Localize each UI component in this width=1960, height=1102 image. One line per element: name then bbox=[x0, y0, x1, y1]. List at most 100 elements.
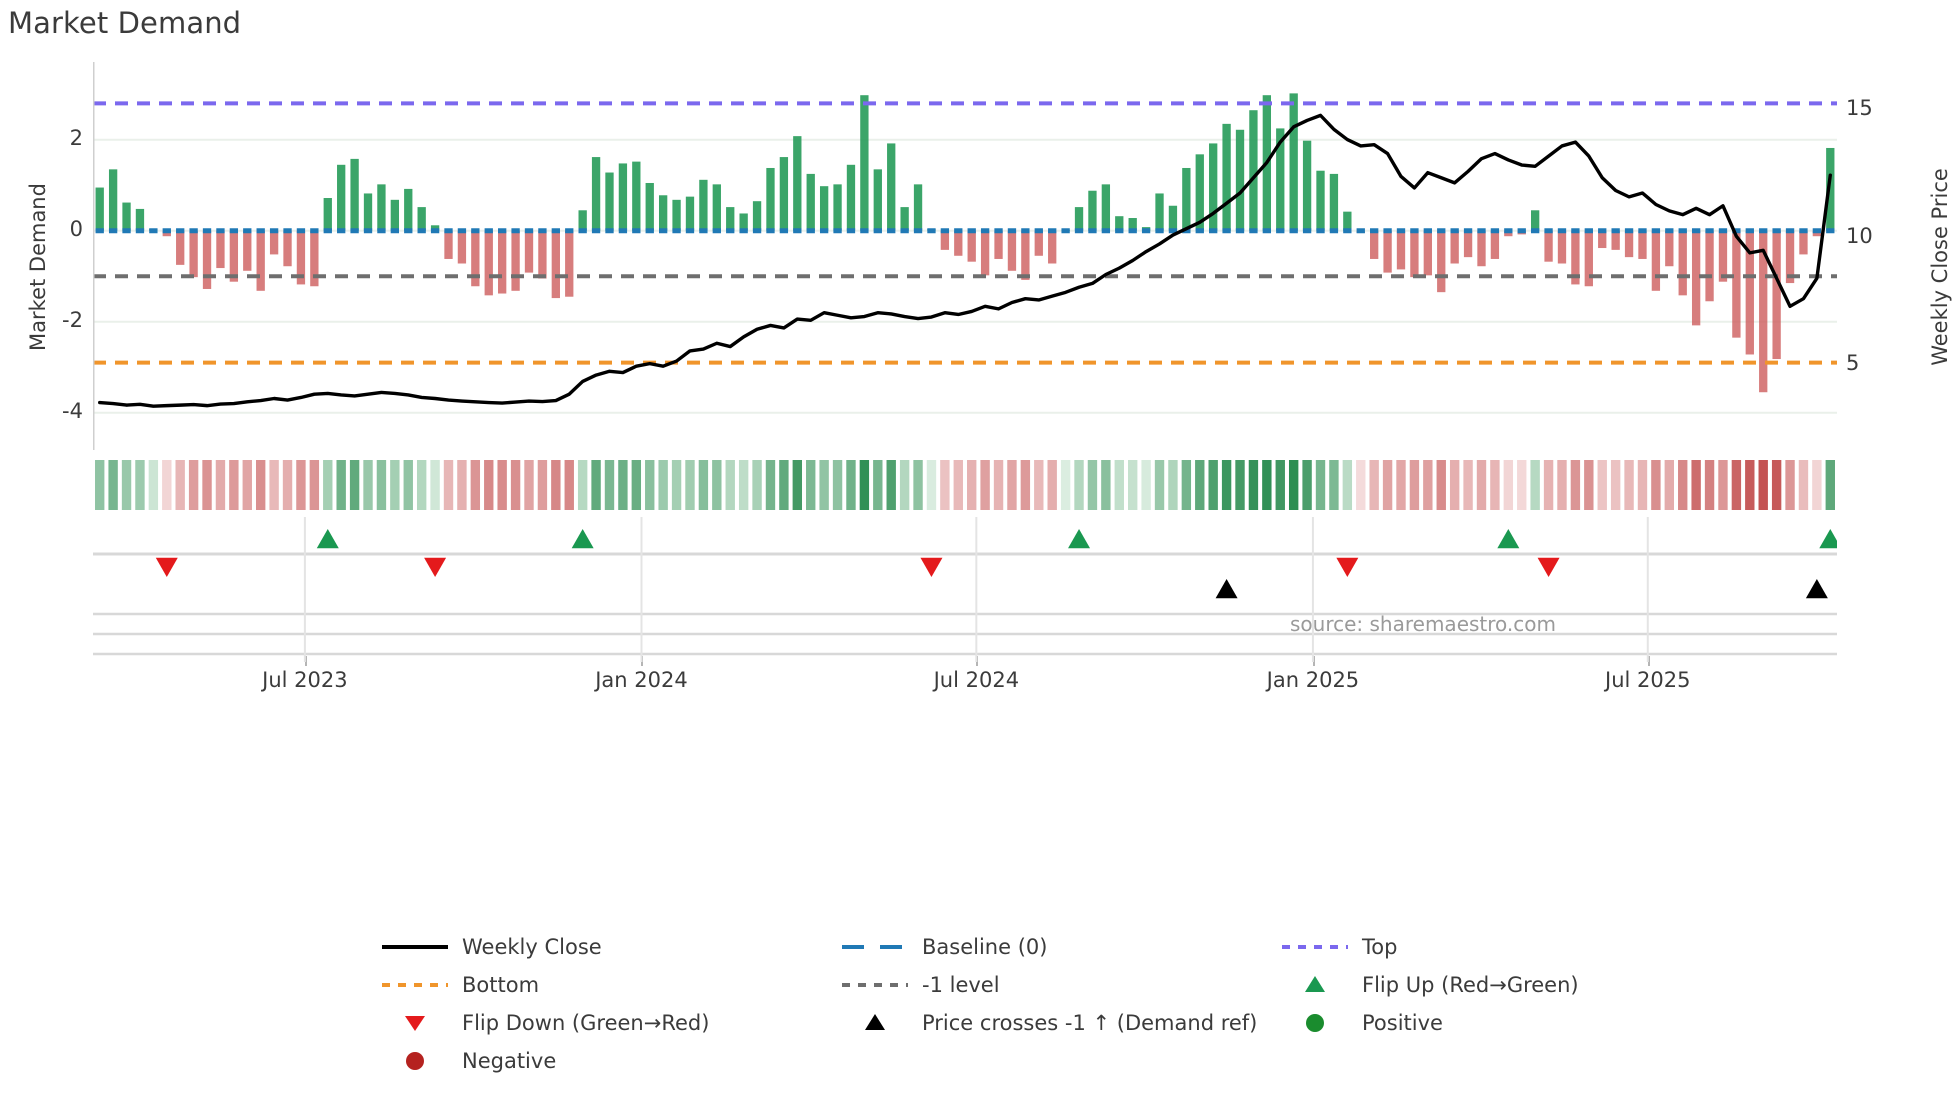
demand-bar bbox=[1168, 205, 1178, 231]
baseline-cap bbox=[1209, 228, 1218, 234]
heatmap-cell bbox=[1798, 460, 1809, 510]
demand-bar bbox=[1611, 230, 1620, 250]
heatmap-cell bbox=[1329, 460, 1339, 510]
legend-baseline[interactable]: Baseline (0) bbox=[840, 928, 1280, 966]
baseline-cap bbox=[632, 228, 641, 234]
baseline-cap bbox=[1504, 228, 1513, 234]
baseline-cap bbox=[940, 228, 950, 234]
heatmap-cell bbox=[1423, 460, 1433, 510]
baseline-cap bbox=[1034, 228, 1043, 234]
heatmap-cell bbox=[416, 460, 427, 510]
legend-flip-down[interactable]: Flip Down (Green→Red) bbox=[380, 1004, 840, 1042]
demand-bar bbox=[712, 184, 721, 231]
y-axis-right-label: Weekly Close Price bbox=[1928, 168, 1952, 366]
baseline-cap bbox=[404, 228, 413, 234]
heatmap-cell bbox=[1382, 460, 1393, 510]
heatmap-cell bbox=[604, 460, 615, 510]
baseline-cap bbox=[1061, 228, 1070, 234]
demand-bar bbox=[229, 230, 239, 282]
baseline-cap bbox=[913, 228, 923, 234]
baseline-cap bbox=[739, 228, 748, 234]
baseline-cap bbox=[1021, 228, 1030, 234]
flip-down-marker bbox=[155, 557, 178, 577]
baseline-cap bbox=[216, 228, 225, 234]
heatmap-cell bbox=[188, 460, 199, 510]
heatmap-cell bbox=[1637, 460, 1648, 510]
baseline-cap bbox=[337, 228, 346, 234]
demand-bar bbox=[176, 230, 185, 265]
demand-bar bbox=[565, 230, 574, 297]
demand-bar bbox=[1584, 230, 1593, 287]
legend-positive[interactable]: Positive bbox=[1280, 1004, 1640, 1042]
demand-bar bbox=[1691, 230, 1701, 326]
legend-minus-one[interactable]: -1 level bbox=[840, 966, 1280, 1004]
baseline-cap bbox=[189, 228, 198, 234]
demand-bar bbox=[1571, 230, 1580, 285]
baseline-cap bbox=[484, 228, 493, 234]
heatmap-cell bbox=[631, 460, 642, 510]
baseline-cap bbox=[1048, 228, 1057, 234]
heatmap-cell bbox=[121, 460, 132, 510]
heatmap-cell bbox=[752, 460, 762, 510]
baseline-cap bbox=[1182, 228, 1191, 234]
legend-flip-up[interactable]: Flip Up (Red→Green) bbox=[1280, 966, 1640, 1004]
baseline-cap bbox=[726, 228, 735, 234]
baseline-cap bbox=[752, 228, 762, 234]
demand-bar bbox=[551, 230, 560, 299]
demand-bar bbox=[806, 173, 815, 231]
demand-bar bbox=[1598, 230, 1607, 249]
legend-negative[interactable]: Negative bbox=[380, 1042, 840, 1080]
heatmap-cell bbox=[1074, 460, 1084, 510]
legend-item-label: Negative bbox=[462, 1049, 557, 1073]
heatmap-cell bbox=[390, 460, 400, 510]
heatmap-cell bbox=[1557, 460, 1567, 510]
heatmap-cell bbox=[712, 460, 722, 510]
baseline-cap bbox=[1598, 228, 1607, 234]
baseline-cap bbox=[417, 228, 426, 234]
baseline-cap bbox=[1343, 228, 1352, 234]
heatmap-cell bbox=[1302, 460, 1312, 510]
demand-bar bbox=[1665, 230, 1674, 267]
demand-bar bbox=[900, 207, 909, 231]
baseline-cap bbox=[1544, 228, 1553, 234]
demand-bar bbox=[1785, 230, 1795, 284]
baseline-cap bbox=[1584, 228, 1593, 234]
demand-bar bbox=[430, 225, 440, 231]
baseline-cap bbox=[793, 228, 802, 234]
baseline-cap bbox=[766, 228, 775, 234]
baseline-cap bbox=[363, 228, 373, 234]
heatmap-cell bbox=[577, 460, 588, 510]
demand-bar bbox=[202, 230, 212, 289]
legend-price-cross[interactable]: Price crosses -1 ↑ (Demand ref) bbox=[840, 1004, 1280, 1042]
legend-weekly-close[interactable]: Weekly Close bbox=[380, 928, 840, 966]
baseline-cap bbox=[108, 228, 118, 234]
baseline-cap bbox=[779, 228, 789, 234]
demand-bar bbox=[994, 230, 1003, 259]
baseline-cap bbox=[350, 228, 359, 234]
baseline-cap bbox=[967, 228, 976, 234]
baseline-cap bbox=[1141, 228, 1151, 234]
legend-top[interactable]: Top bbox=[1280, 928, 1640, 966]
demand-bar bbox=[457, 230, 467, 264]
x-axis-tick: Jan 2024 bbox=[595, 668, 688, 692]
baseline-cap bbox=[1370, 228, 1379, 234]
demand-bar bbox=[1477, 230, 1486, 267]
baseline-cap bbox=[1410, 228, 1419, 234]
baseline-cap bbox=[1249, 228, 1258, 234]
demand-bar bbox=[1101, 184, 1111, 231]
demand-bar bbox=[578, 210, 587, 231]
heatmap-cell bbox=[457, 460, 467, 510]
baseline-cap bbox=[900, 228, 909, 234]
baseline-cap bbox=[1450, 228, 1459, 234]
y-axis-right-tick: 5 bbox=[1846, 350, 1860, 375]
baseline-cap bbox=[1276, 228, 1285, 234]
legend-bottom[interactable]: Bottom bbox=[380, 966, 840, 1004]
baseline-cap bbox=[873, 228, 882, 234]
demand-bar bbox=[685, 196, 695, 231]
triangle-up-icon bbox=[1305, 976, 1325, 992]
baseline-cap bbox=[1329, 228, 1339, 234]
heatmap-cell bbox=[645, 460, 655, 510]
y-axis-left-label: Market Demand bbox=[26, 183, 50, 351]
x-axis-tick: Jul 2023 bbox=[262, 668, 348, 692]
